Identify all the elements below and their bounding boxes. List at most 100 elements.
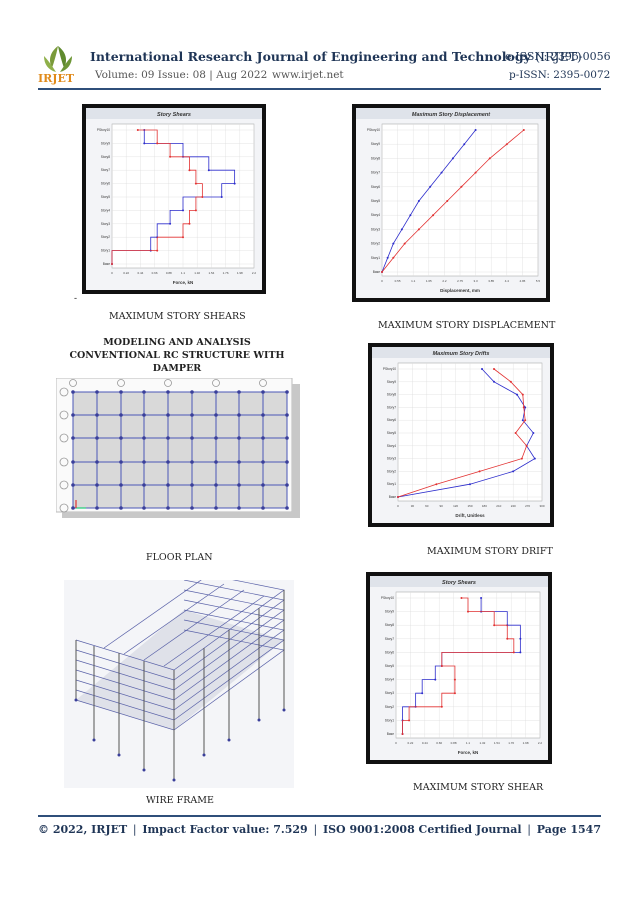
data-point: [460, 185, 463, 188]
x-tick-label: 1.76: [223, 271, 229, 275]
story-label: PStory10: [97, 128, 110, 132]
story-label: Story9: [371, 142, 380, 146]
x-tick-label: 210: [496, 504, 501, 508]
story-shears-chart: Story Shears 0 0.22 0.44 0.66 0.88 1.1 1.32 1.54…: [82, 104, 266, 294]
x-tick-label: 3.85: [488, 279, 494, 283]
x-tick-label: 1.1: [466, 741, 471, 745]
story-label: Story3: [385, 691, 394, 695]
data-point: [111, 263, 113, 265]
x-tick-label: 270: [525, 504, 530, 508]
data-point: [169, 222, 172, 225]
story-label: Story2: [387, 469, 396, 473]
volume-issue: Volume: 09 Issue: 08 | Aug 2022: [95, 69, 268, 81]
story-drift-chart: Maximum Story Drifts 0 30 60 90 120 150 180 210 2…: [368, 343, 554, 527]
x-tick-label: 0.44: [422, 741, 428, 745]
data-point: [474, 171, 477, 174]
website-link[interactable]: www.irjet.net: [272, 69, 344, 81]
x-tick-label: 1.98: [237, 271, 243, 275]
chart-title-bar: [356, 108, 546, 119]
data-point: [516, 393, 519, 396]
story-label: Story3: [371, 227, 380, 231]
data-point: [188, 222, 191, 225]
data-point: [440, 171, 443, 174]
x-tick-label: 1.98: [523, 741, 529, 745]
data-point: [432, 214, 435, 217]
header-rule: [38, 88, 601, 90]
story-label: Story6: [385, 650, 394, 654]
data-point: [532, 432, 535, 434]
data-point: [512, 470, 515, 473]
story-label: Story3: [101, 222, 110, 226]
story-label: Story7: [385, 637, 394, 641]
x-tick-label: 0: [397, 504, 399, 508]
data-point: [469, 483, 471, 486]
data-point: [514, 432, 517, 434]
x-tick-label: 300: [539, 504, 544, 508]
x-tick-label: 2.2: [442, 279, 447, 283]
story-label: Story8: [101, 155, 110, 159]
story-label: Story6: [101, 182, 110, 186]
story-label: Story7: [387, 405, 396, 409]
data-point: [386, 256, 389, 259]
data-point: [429, 185, 432, 188]
story-label: Story5: [371, 199, 380, 203]
data-point: [434, 678, 437, 681]
data-point: [194, 182, 197, 185]
caption-max-story-displacement: MAXIMUM STORY DISPLACEMENT: [378, 320, 556, 331]
data-point: [401, 733, 404, 735]
data-point: [488, 157, 491, 160]
story-displacement-chart: Maximum Story Displacement 0 0.55 1.1 1.65 2.…: [352, 104, 550, 302]
story-label: Base: [387, 732, 394, 736]
data-point: [417, 228, 420, 231]
data-point: [408, 719, 411, 722]
story-label: Story7: [371, 171, 380, 175]
data-point: [417, 200, 420, 202]
x-tick-label: 90: [440, 504, 444, 508]
chart-title: Maximum Story Displacement: [412, 112, 491, 118]
x-tick-label: 4.95: [519, 279, 525, 283]
x-tick-label: 3.3: [474, 279, 479, 283]
story-label: Story5: [385, 664, 394, 668]
story-label: Story5: [101, 195, 110, 199]
story-label: Story9: [387, 380, 396, 384]
data-point: [421, 692, 424, 695]
data-point: [188, 169, 191, 172]
data-point: [392, 256, 395, 259]
data-point: [506, 637, 509, 640]
footer-rule: [38, 815, 601, 817]
story-label: Story3: [387, 457, 396, 461]
wire-frame-figure: [64, 569, 294, 788]
story-label: Base: [373, 270, 380, 274]
data-point: [194, 209, 197, 212]
caption-max-story-shear: MAXIMUM STORY SHEAR: [413, 782, 544, 793]
x-tick-label: 30: [411, 504, 415, 508]
data-point: [440, 705, 443, 708]
data-point: [169, 155, 172, 158]
data-point: [403, 242, 406, 245]
caption-wire-frame: WIRE FRAME: [146, 795, 214, 806]
x-tick-label: 0.88: [451, 741, 457, 745]
story-label: Story1: [371, 256, 380, 260]
x-tick-label: 1.76: [508, 741, 514, 745]
story-label: Story4: [371, 213, 380, 217]
chart-title-bar: [372, 347, 550, 358]
story-label: Base: [389, 495, 396, 499]
x-axis-label: Displacement, mm: [440, 288, 480, 293]
x-tick-label: 0.22: [407, 741, 413, 745]
data-point: [463, 143, 466, 146]
story-label: Story4: [385, 678, 394, 682]
dash-mark: -: [74, 294, 78, 304]
data-point: [392, 242, 395, 245]
data-point: [478, 470, 481, 473]
logo-text: IRJET: [38, 72, 75, 85]
data-point: [453, 692, 456, 695]
story-label: Story2: [371, 242, 380, 246]
data-point: [524, 419, 527, 422]
x-tick-label: 0: [395, 741, 397, 745]
data-point: [520, 457, 523, 460]
x-tick-label: 0.66: [152, 271, 158, 275]
x-axis-label: Force, kN: [173, 280, 194, 285]
data-point: [156, 142, 159, 145]
data-point: [409, 214, 412, 217]
x-tick-label: 5.5: [536, 279, 541, 283]
